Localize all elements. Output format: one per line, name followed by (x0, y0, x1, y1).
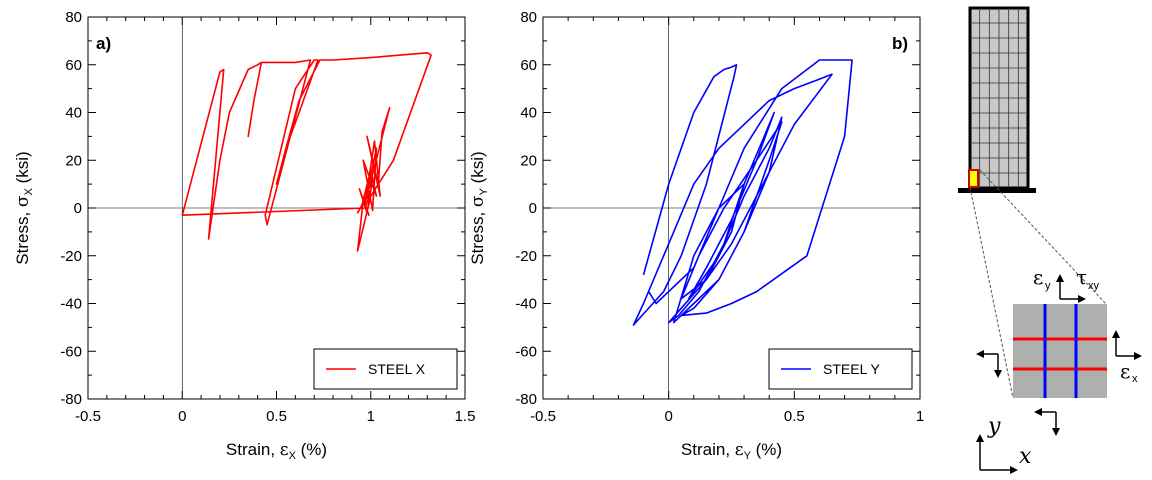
x-tick-label: 1 (916, 408, 924, 425)
x-tick-label: 0 (178, 408, 186, 425)
legend-label: STEEL X (368, 361, 426, 377)
strain-y-arrow-icon (1056, 274, 1086, 303)
strain-x-sub: x (1132, 373, 1138, 385)
y-axis-title: Stress, σX (ksi) (13, 151, 35, 264)
axis-y-label: y (987, 414, 1001, 439)
y-tick-label: 20 (65, 152, 82, 169)
y-tick-label: 60 (65, 57, 82, 74)
y-tick-label: 40 (520, 105, 537, 122)
y-tick-label: -20 (60, 248, 82, 265)
left-arrow-icon (976, 350, 1002, 378)
wall-schematic: ε y τ xy ε x (958, 6, 1142, 474)
y-tick-label: -20 (515, 248, 537, 265)
strain-x-arrow-icon (1112, 330, 1142, 360)
y-tick-label: 40 (65, 105, 82, 122)
strain-x-symbol: ε (1120, 359, 1130, 383)
panel-b-label: b) (892, 34, 908, 53)
x-axis-title: Strain, εX (%) (226, 440, 327, 462)
strain-y-sub: y (1045, 280, 1051, 292)
strain-y-symbol: ε (1033, 265, 1043, 289)
panel-b: b) -0.5 0 0.5 1 -80 -60 -40 -20 0 20 40 60 80 STEEL Y… (468, 9, 924, 462)
y-tick-label: 60 (520, 57, 537, 74)
zoom-line-left (969, 186, 1014, 399)
x-tick-label: 1 (367, 408, 375, 425)
y-tick-label: 0 (529, 200, 537, 217)
y-tick-label: -60 (515, 343, 537, 360)
axis-x-label: x (1019, 444, 1032, 469)
x-tick-label: 0 (664, 408, 672, 425)
y-axis-title: Stress, σY (ksi) (468, 151, 490, 264)
x-axis-title: Strain, εY (%) (681, 440, 782, 462)
panel-a: a) -0.5 0 0.5 1 1.5 -80 -60 -40 -20 0 20 40 60 80 STEE… (13, 9, 475, 462)
concrete-element (1013, 304, 1107, 398)
bottom-arrow-icon (1034, 408, 1060, 436)
y-tick-label: 0 (74, 200, 82, 217)
y-tick-label: -80 (515, 391, 537, 408)
wall-foundation (958, 188, 1036, 193)
series-line-steel-y (632, 59, 853, 326)
coordinate-axes-icon (976, 434, 1018, 474)
y-tick-label: 80 (520, 9, 537, 26)
x-tick-label: -0.5 (530, 408, 556, 425)
y-tick-label: -40 (60, 296, 82, 313)
x-tick-label: -0.5 (75, 408, 101, 425)
zoom-line-right (979, 169, 1108, 306)
y-tick-label: -80 (60, 391, 82, 408)
y-tick-label: -60 (60, 343, 82, 360)
panel-a-label: a) (96, 34, 111, 53)
shear-symbol: τ (1076, 265, 1087, 289)
x-tick-label: 0.5 (784, 408, 805, 425)
x-tick-label: 1.5 (455, 408, 476, 425)
shear-sub: xy (1088, 280, 1100, 292)
y-tick-label: 80 (65, 9, 82, 26)
highlight-element (968, 169, 979, 188)
wall-grid (970, 8, 1028, 188)
series-line-steel-x (181, 51, 432, 252)
legend-label: STEEL Y (823, 361, 880, 377)
y-tick-label: -40 (515, 296, 537, 313)
y-tick-label: 20 (520, 152, 537, 169)
x-tick-label: 0.5 (266, 408, 287, 425)
